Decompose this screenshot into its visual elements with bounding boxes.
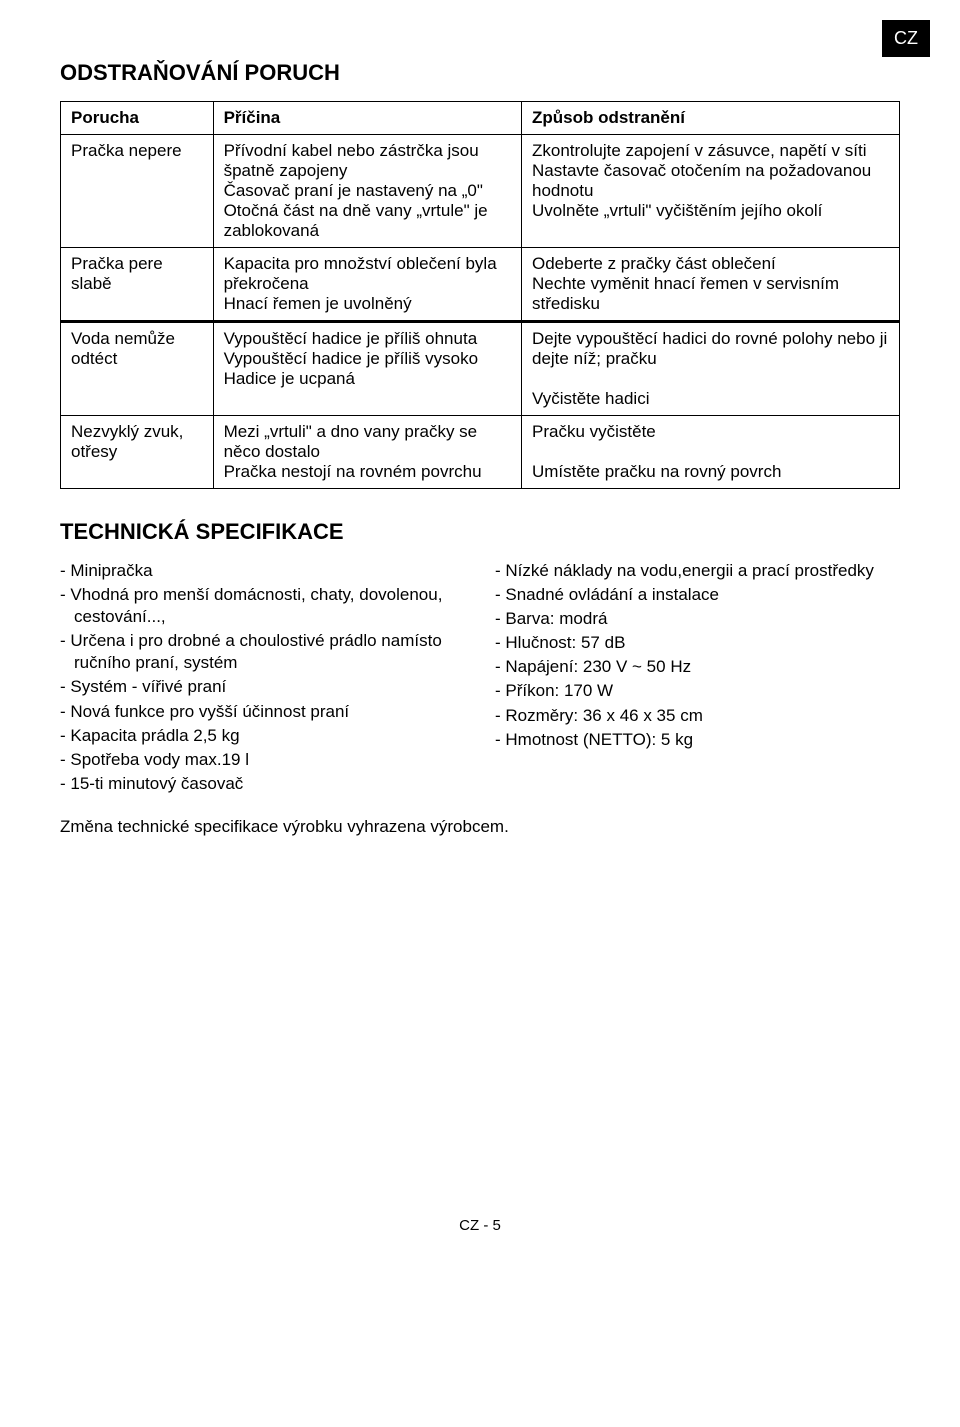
table-row: Pračka pere slaběKapacita pro množství o…	[61, 248, 900, 322]
change-note: Změna technické specifikace výrobku vyhr…	[60, 817, 900, 837]
table-cell: Vypouštěcí hadice je příliš ohnuta Vypou…	[213, 322, 521, 416]
spec-title: TECHNICKÁ SPECIFIKACE	[60, 519, 900, 545]
list-item: Barva: modrá	[495, 608, 900, 630]
table-row: Pračka neperePřívodní kabel nebo zástrčk…	[61, 135, 900, 248]
spec-column-right: Nízké náklady na vodu,energii a prací pr…	[495, 560, 900, 797]
list-item: Nová funkce pro vyšší účinnost praní	[60, 701, 465, 723]
table-header: Způsob odstranění	[521, 102, 899, 135]
list-item: Hlučnost: 57 dB	[495, 632, 900, 654]
list-item: Napájení: 230 V ~ 50 Hz	[495, 656, 900, 678]
list-item: Kapacita prádla 2,5 kg	[60, 725, 465, 747]
table-row: Nezvyklý zvuk, otřesyMezi „vrtuli" a dno…	[61, 416, 900, 489]
spec-columns: MinipračkaVhodná pro menší domácnosti, c…	[60, 560, 900, 797]
table-cell: Pračku vyčistěte Umístěte pračku na rovn…	[521, 416, 899, 489]
page-footer: CZ - 5	[60, 1217, 900, 1234]
list-item: Rozměry: 36 x 46 x 35 cm	[495, 705, 900, 727]
list-item: Nízké náklady na vodu,energii a prací pr…	[495, 560, 900, 582]
table-cell: Mezi „vrtuli" a dno vany pračky se něco …	[213, 416, 521, 489]
table-cell: Přívodní kabel nebo zástrčka jsou špatně…	[213, 135, 521, 248]
table-cell: Zkontrolujte zapojení v zásuvce, napětí …	[521, 135, 899, 248]
list-item: Určena i pro drobné a choulostivé prádlo…	[60, 630, 465, 674]
page: CZ ODSTRAŇOVÁNÍ PORUCH PoruchaPříčinaZpů…	[0, 0, 960, 1274]
table-cell: Kapacita pro množství oblečení byla přek…	[213, 248, 521, 322]
spec-column-left: MinipračkaVhodná pro menší domácnosti, c…	[60, 560, 465, 797]
table-cell: Nezvyklý zvuk, otřesy	[61, 416, 214, 489]
table-cell: Odeberte z pračky část oblečení Nechte v…	[521, 248, 899, 322]
table-cell: Pračka nepere	[61, 135, 214, 248]
list-item: Příkon: 170 W	[495, 680, 900, 702]
table-row: Voda nemůže odtéctVypouštěcí hadice je p…	[61, 322, 900, 416]
troubleshooting-title: ODSTRAŇOVÁNÍ PORUCH	[60, 60, 900, 86]
list-item: Spotřeba vody max.19 l	[60, 749, 465, 771]
troubleshooting-table: PoruchaPříčinaZpůsob odstraněníPračka ne…	[60, 101, 900, 489]
list-item: 15-ti minutový časovač	[60, 773, 465, 795]
table-cell: Pračka pere slabě	[61, 248, 214, 322]
language-tab: CZ	[882, 20, 930, 57]
list-item: Vhodná pro menší domácnosti, chaty, dovo…	[60, 584, 465, 628]
table-header: Porucha	[61, 102, 214, 135]
list-item: Systém - vířivé praní	[60, 676, 465, 698]
table-cell: Dejte vypouštěcí hadici do rovné polohy …	[521, 322, 899, 416]
table-header: Příčina	[213, 102, 521, 135]
list-item: Minipračka	[60, 560, 465, 582]
list-item: Hmotnost (NETTO): 5 kg	[495, 729, 900, 751]
list-item: Snadné ovládání a instalace	[495, 584, 900, 606]
table-cell: Voda nemůže odtéct	[61, 322, 214, 416]
